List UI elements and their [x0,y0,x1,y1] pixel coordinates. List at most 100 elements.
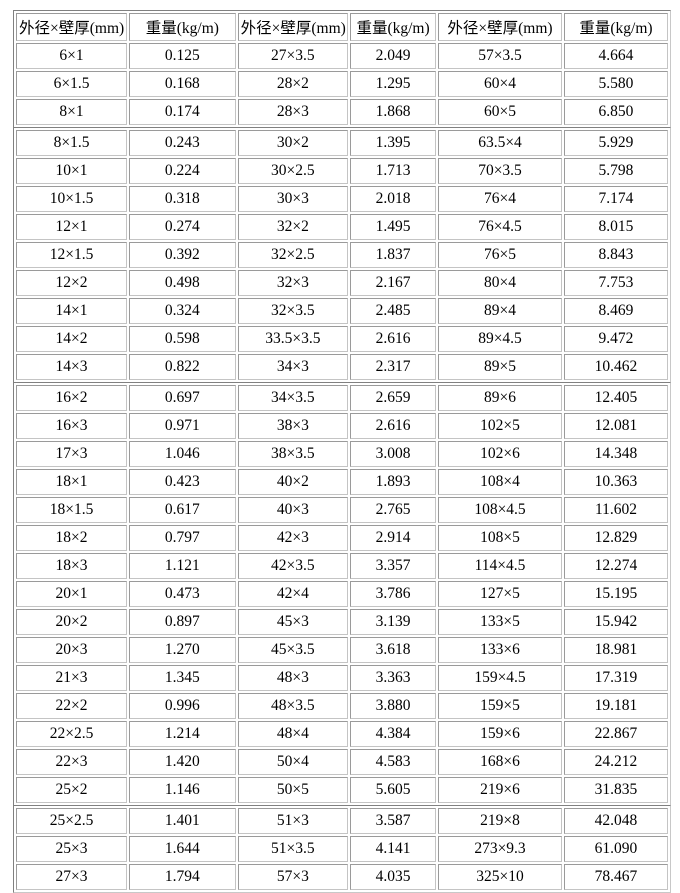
weight-cell: 11.602 [563,497,668,523]
weight-cell: 78.467 [563,864,668,890]
weight-cell: 0.243 [129,130,236,156]
header-row: 外径×壁厚(mm) 重量(kg/m) 外径×壁厚(mm) 重量(kg/m) 外径×壁厚(… [16,13,668,41]
size-cell: 102×5 [438,413,562,439]
weight-cell: 1.395 [350,130,437,156]
weight-cell: 22.867 [563,721,668,747]
weight-cell: 2.485 [350,298,437,324]
weight-cell: 2.659 [350,385,437,411]
weight-cell: 2.167 [350,270,437,296]
size-cell: 22×2 [16,693,128,719]
table-row: 25×3 1.644 51×3.5 4.141 273×9.3 61.090 [16,836,668,862]
weight-cell: 12.405 [563,385,668,411]
weight-cell: 0.168 [129,71,236,97]
size-cell: 159×6 [438,721,562,747]
weight-cell: 4.384 [350,721,437,747]
weight-cell: 0.697 [129,385,236,411]
size-cell: 12×1.5 [16,242,128,268]
size-cell: 89×5 [438,354,562,380]
weight-cell: 0.174 [129,99,236,125]
weight-cell: 0.392 [129,242,236,268]
column-header: 重量(kg/m) [129,13,236,41]
table-row: 16×3 0.971 38×3 2.616 102×5 12.081 [16,413,668,439]
weight-cell: 1.270 [129,637,236,663]
size-cell: 48×3.5 [237,693,349,719]
weight-cell: 5.580 [563,71,668,97]
weight-cell: 17.319 [563,665,668,691]
weight-cell: 1.794 [129,864,236,890]
size-cell: 57×3.5 [438,43,562,69]
size-cell: 6×1.5 [16,71,128,97]
size-cell: 32×3.5 [237,298,349,324]
size-cell: 48×4 [237,721,349,747]
size-cell: 10×1.5 [16,186,128,212]
weight-cell: 10.363 [563,469,668,495]
size-cell: 127×5 [438,581,562,607]
weight-cell: 12.274 [563,553,668,579]
size-cell: 108×5 [438,525,562,551]
size-cell: 30×3 [237,186,349,212]
spec-table-section: 25×2.5 1.401 51×3 3.587 219×8 42.048 25×3 1.644… [13,805,671,893]
size-cell: 89×4 [438,298,562,324]
size-cell: 40×3 [237,497,349,523]
size-cell: 40×2 [237,469,349,495]
weight-cell: 1.837 [350,242,437,268]
size-cell: 45×3 [237,609,349,635]
spec-table-section: 外径×壁厚(mm) 重量(kg/m) 外径×壁厚(mm) 重量(kg/m) 外径×壁厚(… [13,10,671,128]
weight-cell: 3.786 [350,581,437,607]
weight-cell: 1.146 [129,777,236,803]
weight-cell: 3.357 [350,553,437,579]
column-header: 外径×壁厚(mm) [16,13,128,41]
table-row: 14×1 0.324 32×3.5 2.485 89×4 8.469 [16,298,668,324]
table-row: 22×2.5 1.214 48×4 4.384 159×6 22.867 [16,721,668,747]
size-cell: 133×5 [438,609,562,635]
table-row: 18×1 0.423 40×2 1.893 108×4 10.363 [16,469,668,495]
size-cell: 20×1 [16,581,128,607]
table-row: 14×2 0.598 33.5×3.5 2.616 89×4.5 9.472 [16,326,668,352]
size-cell: 57×3 [237,864,349,890]
size-cell: 76×4 [438,186,562,212]
weight-cell: 5.605 [350,777,437,803]
spec-table-section: 16×2 0.697 34×3.5 2.659 89×6 12.405 16×3 0.971 3… [13,382,671,806]
table-row: 22×2 0.996 48×3.5 3.880 159×5 19.181 [16,693,668,719]
size-cell: 8×1 [16,99,128,125]
size-cell: 133×6 [438,637,562,663]
size-cell: 159×5 [438,693,562,719]
weight-cell: 1.295 [350,71,437,97]
weight-cell: 1.644 [129,836,236,862]
size-cell: 50×5 [237,777,349,803]
size-cell: 17×3 [16,441,128,467]
size-cell: 16×3 [16,413,128,439]
size-cell: 30×2.5 [237,158,349,184]
size-cell: 32×2.5 [237,242,349,268]
weight-cell: 7.753 [563,270,668,296]
size-cell: 34×3 [237,354,349,380]
size-cell: 76×5 [438,242,562,268]
size-cell: 30×2 [237,130,349,156]
size-cell: 18×3 [16,553,128,579]
weight-cell: 12.081 [563,413,668,439]
weight-cell: 42.048 [563,808,668,834]
weight-cell: 0.897 [129,609,236,635]
size-cell: 14×2 [16,326,128,352]
size-cell: 273×9.3 [438,836,562,862]
size-cell: 102×6 [438,441,562,467]
weight-cell: 10.462 [563,354,668,380]
size-cell: 51×3 [237,808,349,834]
table-row: 25×2.5 1.401 51×3 3.587 219×8 42.048 [16,808,668,834]
weight-cell: 0.423 [129,469,236,495]
size-cell: 25×2 [16,777,128,803]
weight-cell: 14.348 [563,441,668,467]
weight-cell: 12.829 [563,525,668,551]
weight-cell: 2.049 [350,43,437,69]
size-cell: 10×1 [16,158,128,184]
size-cell: 27×3 [16,864,128,890]
table-row: 10×1.5 0.318 30×3 2.018 76×4 7.174 [16,186,668,212]
column-header: 重量(kg/m) [563,13,668,41]
table-row: 10×1 0.224 30×2.5 1.713 70×3.5 5.798 [16,158,668,184]
weight-cell: 0.224 [129,158,236,184]
size-cell: 45×3.5 [237,637,349,663]
size-cell: 6×1 [16,43,128,69]
size-cell: 48×3 [237,665,349,691]
size-cell: 325×10 [438,864,562,890]
pipe-weight-table-sheet: 外径×壁厚(mm) 重量(kg/m) 外径×壁厚(mm) 重量(kg/m) 外径×壁厚(… [13,10,671,893]
